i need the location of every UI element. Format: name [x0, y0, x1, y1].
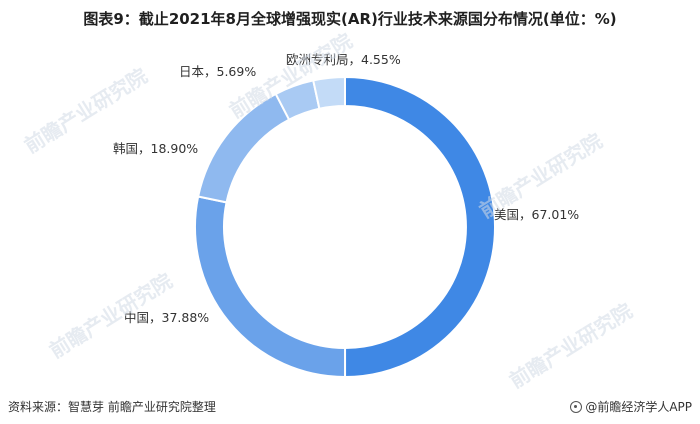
source-note: 资料来源：智慧芽 前瞻产业研究院整理: [8, 400, 216, 414]
slice-label-korea: 韩国，18.90%: [113, 141, 199, 156]
brand-logo-icon: [570, 400, 583, 413]
donut-slice-0: [344, 75, 496, 379]
donut-slice-4: [312, 75, 346, 110]
slice-label-china: 中国，37.88%: [124, 310, 210, 325]
chart-title: 图表9：截止2021年8月全球增强现实(AR)行业技术来源国分布情况(单位：%): [83, 10, 617, 28]
slice-label-japan: 日本，5.69%: [179, 64, 257, 79]
brand-note: @前瞻经济学人APP: [570, 398, 692, 415]
slice-label-us: 美国，67.01%: [494, 207, 580, 222]
slice-label-epo: 欧洲专利局，4.55%: [286, 52, 401, 67]
donut-slice-1: [194, 195, 347, 379]
brand-text: @前瞻经济学人APP: [585, 400, 692, 414]
donut-slices: [194, 75, 496, 379]
